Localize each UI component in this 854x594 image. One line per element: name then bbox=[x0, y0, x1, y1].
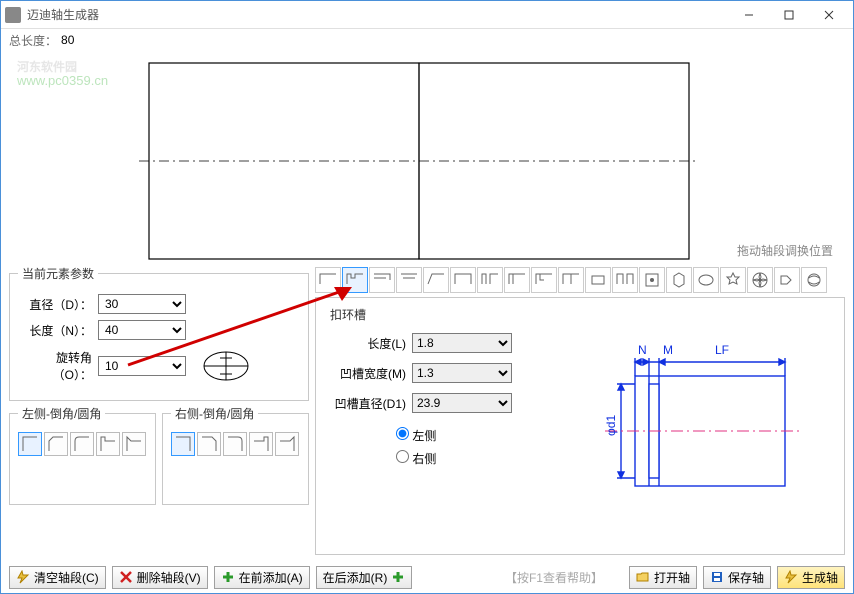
ft-icon-4[interactable] bbox=[396, 267, 422, 293]
delete-button[interactable]: 删除轴段(V) bbox=[112, 566, 208, 589]
diameter-label: 直径（D）： bbox=[18, 296, 92, 313]
feature-left: 扣环槽 长度(L) 1.8 凹槽宽度(M) 1.3 凹槽直径(D1) 23.9 bbox=[316, 298, 546, 554]
length-select[interactable]: 40 bbox=[98, 320, 186, 340]
feature-legend: 扣环槽 bbox=[326, 306, 370, 323]
rc-icon-4[interactable] bbox=[249, 432, 273, 456]
ft-icon-3[interactable] bbox=[369, 267, 395, 293]
ft-icon-17[interactable] bbox=[747, 267, 773, 293]
len-l-select[interactable]: 1.8 bbox=[412, 333, 512, 353]
maximize-button[interactable] bbox=[769, 4, 809, 26]
feature-toolbar bbox=[315, 265, 845, 297]
generate-button[interactable]: 生成轴 bbox=[777, 566, 845, 589]
ft-icon-9[interactable] bbox=[531, 267, 557, 293]
ft-icon-18[interactable] bbox=[774, 267, 800, 293]
lightning-icon bbox=[16, 570, 30, 584]
lc-icon-5[interactable] bbox=[122, 432, 146, 456]
add-after-button[interactable]: 在后添加(R) bbox=[316, 566, 413, 589]
diameter-select[interactable]: 30 bbox=[98, 294, 186, 314]
right-chamfer-icons bbox=[171, 432, 300, 456]
watermark-text: 河东软件园 bbox=[17, 60, 77, 74]
ft-icon-13[interactable] bbox=[639, 267, 665, 293]
rc-icon-3[interactable] bbox=[223, 432, 247, 456]
lc-icon-3[interactable] bbox=[70, 432, 94, 456]
lc-icon-2[interactable] bbox=[44, 432, 68, 456]
shaft-drawing bbox=[139, 61, 699, 261]
ft-icon-2[interactable] bbox=[342, 267, 368, 293]
len-l-label: 长度(L) bbox=[326, 335, 406, 352]
watermark-url: www.pc0359.cn bbox=[17, 73, 108, 88]
save-button[interactable]: 保存轴 bbox=[703, 566, 771, 589]
app-window: 迈迪轴生成器 总长度： 80 河东软件园 www.pc0359.cn 拖动轴段调… bbox=[0, 0, 854, 594]
right-panel: 扣环槽 长度(L) 1.8 凹槽宽度(M) 1.3 凹槽直径(D1) 23.9 bbox=[315, 265, 845, 555]
app-icon bbox=[5, 7, 21, 23]
rotation-label: 旋转角（O）： bbox=[18, 349, 92, 383]
diag-n-label: N bbox=[638, 343, 647, 357]
window-title: 迈迪轴生成器 bbox=[27, 6, 729, 23]
width-m-label: 凹槽宽度(M) bbox=[326, 365, 406, 382]
ft-icon-11[interactable] bbox=[585, 267, 611, 293]
lightning-icon bbox=[784, 570, 798, 584]
ft-icon-12[interactable] bbox=[612, 267, 638, 293]
body-area: 当前元素参数 直径（D）： 30 长度（N）： 40 旋转角（O）： 10 bbox=[1, 261, 853, 561]
bottom-bar: 清空轴段(C) 删除轴段(V) 在前添加(A) 在后添加(R) 【按F1查看帮助… bbox=[1, 561, 853, 593]
total-length-value: 80 bbox=[61, 33, 74, 47]
side-right-radio[interactable]: 右侧 bbox=[396, 450, 536, 467]
feature-panel: 扣环槽 长度(L) 1.8 凹槽宽度(M) 1.3 凹槽直径(D1) 23.9 bbox=[315, 297, 845, 555]
chamfer-row: 左侧-倒角/圆角 右侧-倒角/圆角 bbox=[9, 405, 309, 509]
add-before-button[interactable]: 在前添加(A) bbox=[214, 566, 310, 589]
open-button[interactable]: 打开轴 bbox=[629, 566, 697, 589]
right-chamfer-fieldset: 右侧-倒角/圆角 bbox=[162, 405, 309, 505]
rotation-select[interactable]: 10 bbox=[98, 356, 186, 376]
left-chamfer-legend: 左侧-倒角/圆角 bbox=[18, 405, 105, 422]
side-left-radio[interactable]: 左侧 bbox=[396, 427, 536, 444]
rotation-icon bbox=[196, 346, 256, 386]
params-panel: 当前元素参数 直径（D）： 30 长度（N）： 40 旋转角（O）： 10 bbox=[9, 265, 309, 555]
close-button[interactable] bbox=[809, 4, 849, 26]
dia-d1-select[interactable]: 23.9 bbox=[412, 393, 512, 413]
width-m-select[interactable]: 1.3 bbox=[412, 363, 512, 383]
feature-fieldset: 扣环槽 长度(L) 1.8 凹槽宽度(M) 1.3 凹槽直径(D1) 23.9 bbox=[326, 306, 536, 473]
titlebar: 迈迪轴生成器 bbox=[1, 1, 853, 29]
ft-icon-1[interactable] bbox=[315, 267, 341, 293]
ft-icon-15[interactable] bbox=[693, 267, 719, 293]
diag-m-label: M bbox=[663, 343, 673, 357]
clear-button[interactable]: 清空轴段(C) bbox=[9, 566, 106, 589]
length-label: 长度（N）： bbox=[18, 322, 92, 339]
left-chamfer-icons bbox=[18, 432, 147, 456]
diag-phi-label: φd1 bbox=[604, 415, 618, 436]
ft-icon-7[interactable] bbox=[477, 267, 503, 293]
canvas-hint: 拖动轴段调换位置 bbox=[737, 242, 833, 259]
params-legend: 当前元素参数 bbox=[18, 265, 98, 282]
x-icon bbox=[119, 570, 133, 584]
length-row: 总长度： 80 bbox=[1, 29, 853, 51]
shaft-canvas[interactable]: 河东软件园 www.pc0359.cn 拖动轴段调换位置 bbox=[9, 51, 845, 261]
ft-icon-5[interactable] bbox=[423, 267, 449, 293]
lc-icon-4[interactable] bbox=[96, 432, 120, 456]
diag-lf-label: LF bbox=[715, 343, 729, 357]
ft-icon-19[interactable] bbox=[801, 267, 827, 293]
lc-icon-1[interactable] bbox=[18, 432, 42, 456]
total-length-label: 总长度： bbox=[9, 32, 57, 49]
ft-icon-14[interactable] bbox=[666, 267, 692, 293]
minimize-button[interactable] bbox=[729, 4, 769, 26]
rc-icon-1[interactable] bbox=[171, 432, 195, 456]
floppy-icon bbox=[710, 570, 724, 584]
feature-diagram: N M LF φd1 bbox=[546, 298, 844, 554]
folder-open-icon bbox=[636, 570, 650, 584]
watermark: 河东软件园 www.pc0359.cn bbox=[17, 54, 108, 88]
rc-icon-2[interactable] bbox=[197, 432, 221, 456]
ft-icon-16[interactable] bbox=[720, 267, 746, 293]
ft-icon-10[interactable] bbox=[558, 267, 584, 293]
left-chamfer-fieldset: 左侧-倒角/圆角 bbox=[9, 405, 156, 505]
ft-icon-6[interactable] bbox=[450, 267, 476, 293]
params-fieldset: 当前元素参数 直径（D）： 30 长度（N）： 40 旋转角（O）： 10 bbox=[9, 265, 309, 401]
help-hint: 【按F1查看帮助】 bbox=[505, 569, 603, 586]
dia-d1-label: 凹槽直径(D1) bbox=[326, 395, 406, 412]
plus-icon bbox=[391, 570, 405, 584]
ft-icon-8[interactable] bbox=[504, 267, 530, 293]
rc-icon-5[interactable] bbox=[275, 432, 299, 456]
right-chamfer-legend: 右侧-倒角/圆角 bbox=[171, 405, 258, 422]
plus-icon bbox=[221, 570, 235, 584]
